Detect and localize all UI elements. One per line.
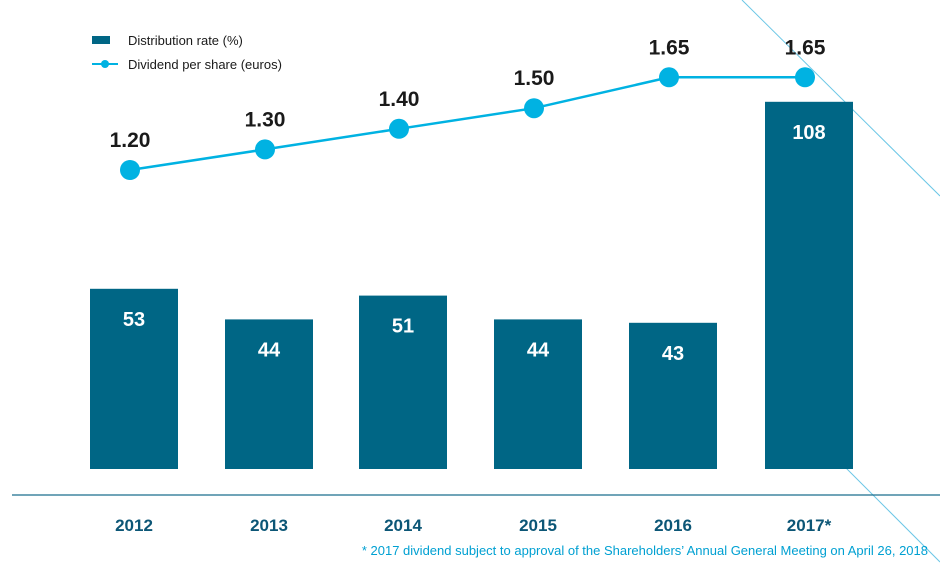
x-tick-label: 2013 xyxy=(250,516,288,535)
dividend-point xyxy=(795,67,815,88)
footnote: * 2017 dividend subject to approval of t… xyxy=(361,543,928,558)
dividend-point xyxy=(524,98,544,119)
legend-label-distribution-rate: Distribution rate (%) xyxy=(128,32,243,48)
bar-2013 xyxy=(225,319,313,469)
axis-layer: 2012 2013 2014 2015 2016 2017* xyxy=(12,494,940,535)
x-tick-label: 2017* xyxy=(787,516,832,535)
dividend-point xyxy=(120,160,140,180)
bar-2015 xyxy=(494,319,582,469)
dividend-value-label: 1.65 xyxy=(785,36,826,59)
dividend-value-label: 1.20 xyxy=(110,129,151,152)
dividend-value-label: 1.30 xyxy=(245,108,286,131)
legend-item-dividend-per-share: Dividend per share (euros) xyxy=(92,52,282,76)
dividend-value-label: 1.50 xyxy=(514,67,555,90)
x-tick-label: 2014 xyxy=(384,516,422,535)
legend: Distribution rate (%) Dividend per share… xyxy=(92,28,282,76)
bar-value-label: 44 xyxy=(527,339,550,361)
bar-value-label: 108 xyxy=(792,122,825,144)
dividend-point xyxy=(659,67,679,88)
bar-2014 xyxy=(359,295,447,469)
legend-swatch-bar xyxy=(92,36,110,44)
dividend-point xyxy=(389,118,409,139)
legend-item-distribution-rate: Distribution rate (%) xyxy=(92,28,282,52)
bar-value-label: 44 xyxy=(258,339,281,361)
dividend-line xyxy=(129,76,805,172)
line-layer: 1.20 1.30 1.40 1.50 1.65 1.65 xyxy=(110,36,826,180)
bars-layer: 53 44 51 44 43 108 xyxy=(90,101,853,470)
dividend-value-label: 1.40 xyxy=(379,88,420,111)
x-tick-label: 2012 xyxy=(115,516,153,535)
x-tick-label: 2015 xyxy=(519,516,557,535)
x-tick-label: 2016 xyxy=(654,516,692,535)
bar-2016 xyxy=(629,322,717,469)
bar-2012 xyxy=(90,288,178,469)
bar-value-label: 51 xyxy=(392,316,414,338)
bar-value-label: 53 xyxy=(123,309,145,331)
dividend-value-label: 1.65 xyxy=(649,36,690,59)
legend-swatch-line xyxy=(92,59,118,69)
dividend-point xyxy=(255,139,275,160)
bar-value-label: 43 xyxy=(662,343,684,365)
decor-line-upper xyxy=(741,0,940,197)
legend-label-dividend-per-share: Dividend per share (euros) xyxy=(128,56,282,72)
bar-2017 xyxy=(765,101,853,470)
